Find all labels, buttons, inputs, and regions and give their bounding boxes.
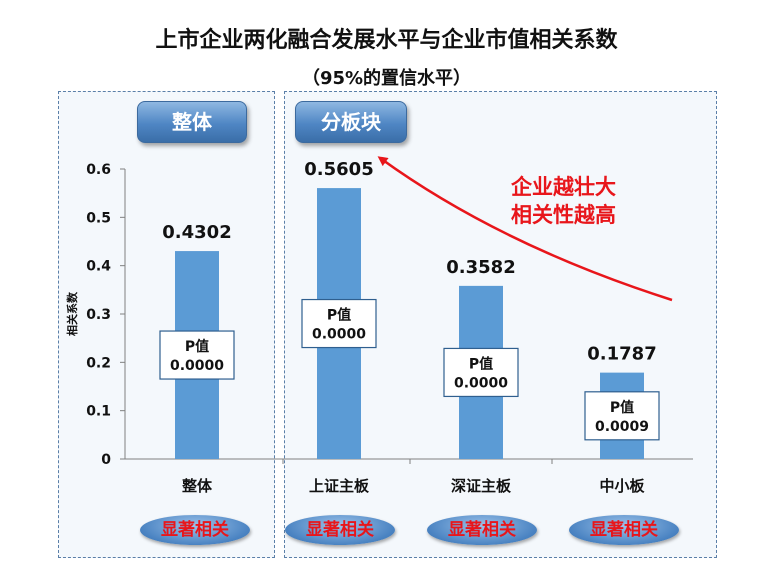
p-value: 0.0000 bbox=[170, 358, 224, 374]
segment-group-label: 分板块 bbox=[295, 101, 407, 143]
p-value-box bbox=[159, 330, 235, 380]
bar-value-label: 0.4302 bbox=[162, 222, 231, 243]
y-tick-label: 0.2 bbox=[86, 355, 111, 371]
y-tick-label: 0.6 bbox=[86, 162, 111, 178]
p-value-label: P值 bbox=[610, 399, 634, 416]
bar-value-label: 0.1787 bbox=[587, 344, 656, 365]
bar-value-label: 0.3582 bbox=[446, 257, 515, 278]
significance-badge: 显著相关 bbox=[285, 515, 395, 545]
y-tick-label: 0.3 bbox=[86, 307, 111, 323]
p-value-box bbox=[443, 347, 519, 398]
annotation-text: 企业越壮大 相关性越高 bbox=[511, 173, 616, 229]
x-tick-label: 深证主板 bbox=[451, 477, 512, 495]
chart-subtitle: （95%的置信水平） bbox=[301, 68, 472, 89]
trend-arrow bbox=[377, 156, 673, 302]
p-value: 0.0000 bbox=[312, 327, 366, 343]
y-tick-label: 0.1 bbox=[86, 404, 111, 420]
panel-overall bbox=[58, 91, 275, 558]
significance-badge: 显著相关 bbox=[427, 515, 537, 545]
overall-group-label: 整体 bbox=[137, 101, 247, 143]
p-value-label: P值 bbox=[327, 307, 351, 324]
significance-badge: 显著相关 bbox=[569, 515, 679, 545]
p-value: 0.0009 bbox=[595, 419, 649, 435]
y-tick-label: 0.5 bbox=[86, 210, 111, 226]
p-value: 0.0000 bbox=[454, 375, 508, 391]
annotation-line-2: 相关性越高 bbox=[511, 203, 616, 227]
p-value-label: P值 bbox=[469, 355, 493, 372]
p-value-label: P值 bbox=[185, 338, 209, 355]
x-tick-label: 整体 bbox=[182, 477, 213, 495]
significance-badge: 显著相关 bbox=[140, 515, 250, 545]
p-value-box bbox=[301, 298, 377, 349]
p-value-box bbox=[584, 391, 660, 441]
x-tick-label: 上证主板 bbox=[309, 477, 370, 495]
chart-title: 上市企业两化融合发展水平与企业市值相关系数 bbox=[155, 28, 618, 53]
y-tick-label: 0.4 bbox=[86, 259, 111, 275]
y-tick-label: 0 bbox=[101, 452, 111, 468]
bar-value-label: 0.5605 bbox=[304, 159, 373, 180]
y-axis-label: 相关系数 bbox=[65, 291, 79, 336]
annotation-line-1: 企业越壮大 bbox=[511, 175, 616, 199]
x-tick-label: 中小板 bbox=[599, 477, 645, 495]
